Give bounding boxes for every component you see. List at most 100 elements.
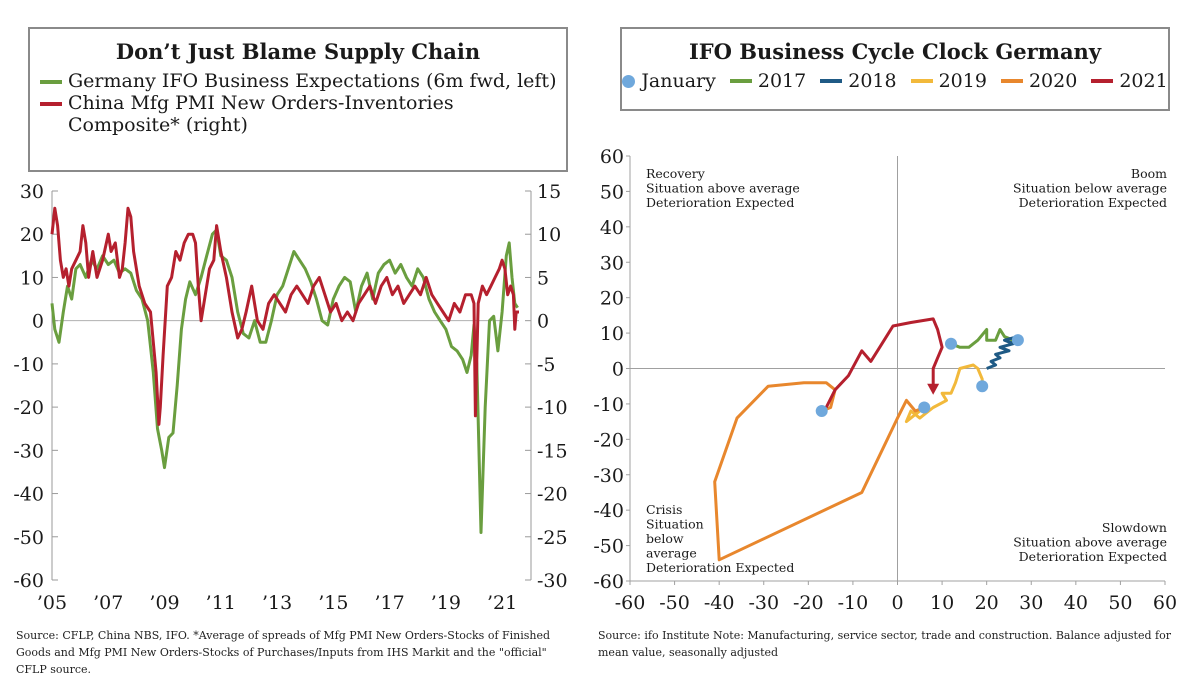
- cycle-y-tick-label: 10: [600, 323, 624, 345]
- left-x-tick-label: ’13: [262, 592, 292, 614]
- january-dot: [918, 401, 931, 414]
- legend-dot-january: [622, 74, 636, 88]
- quadrant-label-crisis: Situation: [646, 517, 704, 532]
- cycle-line-2019: [904, 363, 984, 424]
- cycle-y-tick-label: -60: [593, 571, 624, 593]
- left-chart-title: Don’t Just Blame Supply Chain: [115, 39, 481, 64]
- left-y-tick-label: 0: [32, 311, 44, 333]
- legend-label-2020: 2020: [1028, 70, 1078, 92]
- cycle-y-tick-label: 20: [600, 288, 624, 310]
- cycle-line-2020: [713, 381, 925, 562]
- cycle-x-tick-label: -60: [615, 592, 646, 614]
- quadrant-label-recovery: Recovery: [646, 166, 706, 181]
- cycle-y-tick-label: 40: [600, 217, 624, 239]
- right-y-tick-label: -15: [537, 440, 568, 462]
- legend-label-2018: 2018: [848, 70, 897, 92]
- cycle-line-2017: [950, 328, 1015, 349]
- left-y-tick-label: 20: [20, 224, 44, 246]
- legend-swatch-2020: [1000, 79, 1023, 83]
- january-dot: [1011, 334, 1024, 347]
- quadrant-label-boom: Situation below average: [1013, 181, 1167, 196]
- cycle-y-tick-label: -20: [593, 429, 624, 451]
- left-x-tick-label: ’05: [37, 592, 67, 614]
- left-source-note: Source: CFLP, China NBS, IFO. *Average o…: [16, 629, 551, 676]
- cycle-y-tick-label: 30: [600, 252, 624, 274]
- series-line-pmi: [50, 206, 519, 426]
- left-legend: Germany IFO Business Expectations (6m fw…: [30, 64, 566, 136]
- cycle-x-tick-label: 60: [1153, 592, 1177, 614]
- january-dot: [945, 337, 957, 350]
- left-y-tick-label: -60: [13, 570, 44, 592]
- left-y-tick-label: -10: [13, 354, 44, 376]
- cycle-line-2021: [824, 317, 944, 409]
- right-y-tick-label: 0: [537, 311, 549, 333]
- legend-label-pmi: China Mfg PMI New Orders-Inventories Com…: [68, 92, 454, 136]
- cycle-x-tick-label: -50: [659, 592, 690, 614]
- cycle-line-2018: [986, 335, 1019, 370]
- legend-item-ifo: Germany IFO Business Expectations (6m fw…: [40, 70, 566, 92]
- january-dot: [976, 380, 989, 393]
- cycle-y-tick-label: -10: [593, 394, 624, 416]
- quadrant-label-crisis: average: [646, 546, 697, 561]
- right-y-tick-label: -25: [537, 527, 568, 549]
- right-y-tick-label: -30: [537, 570, 568, 592]
- left-y-tick-label: -40: [13, 484, 44, 506]
- cycle-y-tick-label: -40: [593, 500, 624, 522]
- legend-swatch-ifo: [40, 80, 62, 84]
- quadrant-label-crisis: Crisis: [646, 502, 682, 517]
- january-dot: [815, 405, 828, 417]
- quadrant-label-crisis: Deterioration Expected: [646, 560, 794, 575]
- cycle-arrowhead-2021: [927, 383, 940, 395]
- cycle-y-tick-label: 60: [600, 146, 624, 168]
- legend-item-2021: 2021: [1091, 70, 1168, 92]
- cycle-x-tick-label: 20: [975, 592, 999, 614]
- cycle-x-tick-label: -20: [793, 592, 824, 614]
- right-y-tick-label: -20: [537, 484, 568, 506]
- cycle-x-tick-label: -30: [748, 592, 779, 614]
- cycle-y-tick-label: 0: [612, 359, 624, 381]
- right-legend-box: IFO Business Cycle Clock Germany January…: [620, 27, 1170, 111]
- right-y-tick-label: 15: [537, 181, 561, 203]
- cycle-x-tick-label: 0: [891, 592, 903, 614]
- left-y-tick-label: 10: [20, 267, 44, 289]
- left-x-tick-label: ’15: [318, 592, 348, 614]
- left-legend-box: Don’t Just Blame Supply Chain Germany IF…: [28, 27, 568, 172]
- legend-item-2018: 2018: [820, 70, 897, 92]
- legend-label-2019: 2019: [938, 70, 987, 92]
- left-y-tick-label: -50: [13, 527, 44, 549]
- legend-label-2021: 2021: [1119, 70, 1168, 92]
- quadrant-label-recovery: Deterioration Expected: [646, 195, 794, 210]
- left-x-tick-label: ’09: [149, 592, 179, 614]
- left-y-tick-label: 30: [20, 181, 44, 203]
- legend-swatch-2021: [1091, 79, 1114, 83]
- quadrant-label-slowdown: Deterioration Expected: [1019, 549, 1167, 564]
- series-line-ifo: [50, 228, 519, 534]
- quadrant-label-slowdown: Slowdown: [1102, 520, 1167, 535]
- cycle-x-tick-label: 10: [930, 592, 954, 614]
- cycle-x-tick-label: 50: [1108, 592, 1132, 614]
- left-y-tick-label: -20: [13, 397, 44, 419]
- left-x-tick-label: ’17: [374, 592, 404, 614]
- quadrant-label-crisis: below: [646, 531, 684, 546]
- legend-item-2020: 2020: [1000, 70, 1078, 92]
- left-x-tick-label: ’11: [206, 592, 236, 614]
- cycle-x-tick-label: 30: [1019, 592, 1043, 614]
- cycle-x-tick-label: 40: [1064, 592, 1088, 614]
- left-x-tick-label: ’07: [93, 592, 123, 614]
- right-y-tick-label: 10: [537, 224, 561, 246]
- quadrant-label-boom: Boom: [1131, 166, 1167, 181]
- right-legend: January 2017 2018 2019 2020 2021: [622, 64, 1168, 92]
- legend-swatch-2019: [910, 79, 933, 83]
- legend-swatch-pmi: [40, 102, 62, 106]
- cycle-y-tick-label: -30: [593, 465, 624, 487]
- legend-item-pmi: China Mfg PMI New Orders-Inventories Com…: [40, 92, 566, 136]
- right-y-tick-label: 5: [537, 267, 549, 289]
- legend-label-january: January: [641, 70, 716, 92]
- legend-swatch-2018: [820, 79, 843, 83]
- cycle-x-tick-label: -10: [838, 592, 869, 614]
- right-chart-title: IFO Business Cycle Clock Germany: [688, 39, 1102, 64]
- left-x-tick-label: ’19: [431, 592, 461, 614]
- right-y-tick-label: -10: [537, 397, 568, 419]
- quadrant-label-slowdown: Situation above average: [1013, 535, 1167, 550]
